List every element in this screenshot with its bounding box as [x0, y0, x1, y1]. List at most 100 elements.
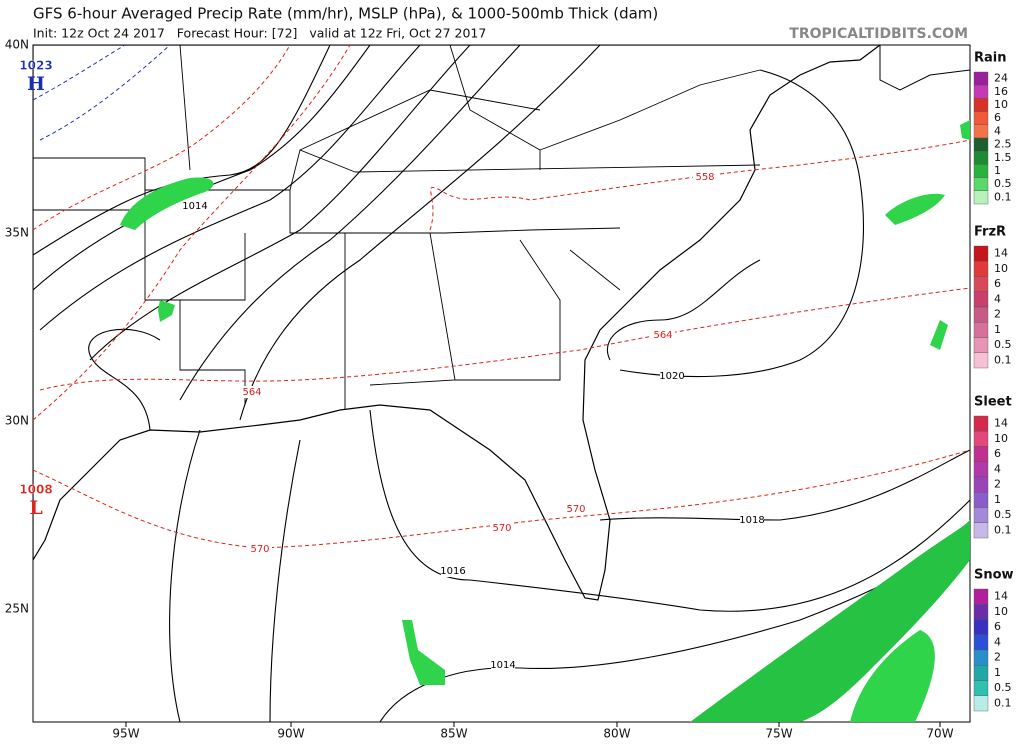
legend-swatch: [973, 680, 989, 696]
contour-label: 564: [242, 387, 261, 398]
thickness-cold: [33, 45, 171, 141]
lat-label: 30N: [5, 414, 29, 428]
thickness-contours: [33, 45, 970, 549]
legend-swatch: [973, 98, 989, 112]
legend-label: 10: [994, 432, 1008, 445]
legend-swatch: [973, 352, 989, 369]
lat-label: 40N: [5, 38, 29, 52]
legend-swatch: [973, 150, 989, 165]
legend-swatch: [973, 604, 989, 620]
legend-label: 2: [994, 308, 1001, 321]
legend-label: 1: [994, 164, 1001, 177]
contour-label: 1018: [739, 515, 764, 526]
legend-label: 4: [994, 124, 1001, 137]
contour-label-bg: [693, 171, 717, 183]
legend-swatch: [973, 446, 989, 462]
pressure-value: 1023: [19, 59, 52, 73]
legend-swatch: [973, 619, 989, 635]
legend-swatch: [973, 431, 989, 447]
legend-label: 1: [994, 493, 1001, 506]
legend-label: 0.5: [994, 508, 1012, 521]
subtitle: Init: 12z Oct 24 2017 Forecast Hour: [72…: [33, 26, 486, 41]
contour-label: 1016: [440, 566, 465, 577]
contour-label: 1020: [659, 371, 684, 382]
legend-label: 0.5: [994, 177, 1012, 190]
contour-label: 558: [695, 172, 714, 183]
legend-swatch: [973, 306, 989, 323]
legend-swatch: [973, 476, 989, 493]
map-frame: [32, 44, 971, 723]
pressure-value: 1008: [19, 483, 52, 497]
contour-label: 564: [653, 330, 672, 341]
legend-label: 6: [994, 277, 1001, 290]
lon-label: 95W: [112, 727, 139, 741]
legend-label: 6: [994, 447, 1001, 460]
legend-swatch: [973, 588, 989, 605]
legend-label: 0.1: [994, 523, 1012, 536]
contour-label: 1014: [182, 201, 207, 212]
labels: 95W 90W 85W 80W 75W 70W 40N 35N 30N 25N 1014 558 564…: [5, 38, 954, 741]
coastline: [33, 45, 881, 601]
contour-label: 570: [566, 504, 585, 515]
legend-label: 14: [994, 590, 1008, 603]
legend-swatch: [973, 665, 989, 681]
contour-label: 1014: [490, 660, 515, 671]
contour-label-bg: [490, 522, 514, 534]
legend-swatch: [973, 164, 989, 178]
legend-swatch: [973, 507, 989, 523]
contour-label-bg: [248, 543, 272, 555]
legend-swatch: [973, 84, 989, 99]
lat-label: 35N: [5, 226, 29, 240]
lon-label: 90W: [277, 727, 304, 741]
pressure-letter: H: [27, 73, 45, 95]
contour-label-bg: [441, 565, 465, 577]
legend-title: Snow: [974, 568, 1014, 583]
legend-label: 6: [994, 620, 1001, 633]
legend-swatch: [973, 522, 989, 539]
contour-label-bg: [660, 370, 684, 382]
legend-swatch: [973, 190, 989, 205]
contour-label: 570: [492, 523, 511, 534]
legend-label: 14: [994, 417, 1008, 430]
legend-swatch: [973, 71, 989, 86]
legend-label: 0.5: [994, 681, 1012, 694]
legend-swatch: [973, 492, 989, 508]
legend-swatch: [973, 322, 989, 338]
legend-label: 2: [994, 478, 1001, 491]
contour-label: 570: [250, 544, 269, 555]
lon-label: 80W: [603, 727, 630, 741]
lon-label: 85W: [440, 727, 467, 741]
lon-label: 75W: [765, 727, 792, 741]
legend-swatch: [973, 649, 989, 666]
legend-swatch: [973, 124, 989, 139]
legend: Rain241610642.51.510.50.1FrzR141064210.5…: [973, 51, 1014, 712]
legend-swatch: [973, 245, 989, 262]
title: GFS 6-hour Averaged Precip Rate (mm/hr),…: [33, 5, 658, 23]
contour-label-bg: [240, 386, 264, 398]
legend-label: 10: [994, 98, 1008, 111]
legend-swatch: [973, 177, 989, 192]
legend-swatch: [973, 111, 989, 125]
legend-swatch: [973, 695, 989, 712]
legend-label: 14: [994, 247, 1008, 260]
legend-swatch: [973, 291, 989, 308]
legend-label: 0.1: [994, 696, 1012, 709]
contour-label-bg: [740, 514, 764, 526]
legend-label: 10: [994, 605, 1008, 618]
legend-swatch: [973, 461, 989, 478]
legend-title: Sleet: [974, 395, 1012, 410]
legend-label: 1: [994, 666, 1001, 679]
legend-label: 4: [994, 635, 1001, 648]
legend-swatch: [973, 415, 989, 432]
legend-title: Rain: [974, 51, 1007, 66]
legend-swatch: [973, 137, 989, 152]
legend-label: 10: [994, 262, 1008, 275]
legend-label: 4: [994, 292, 1001, 305]
contour-label-bg: [491, 659, 515, 671]
lon-label: 70W: [926, 727, 953, 741]
isobars: [33, 45, 970, 722]
legend-label: 0.1: [994, 353, 1012, 366]
coastline-ne: [879, 45, 970, 91]
contour-label-bg: [183, 200, 207, 212]
